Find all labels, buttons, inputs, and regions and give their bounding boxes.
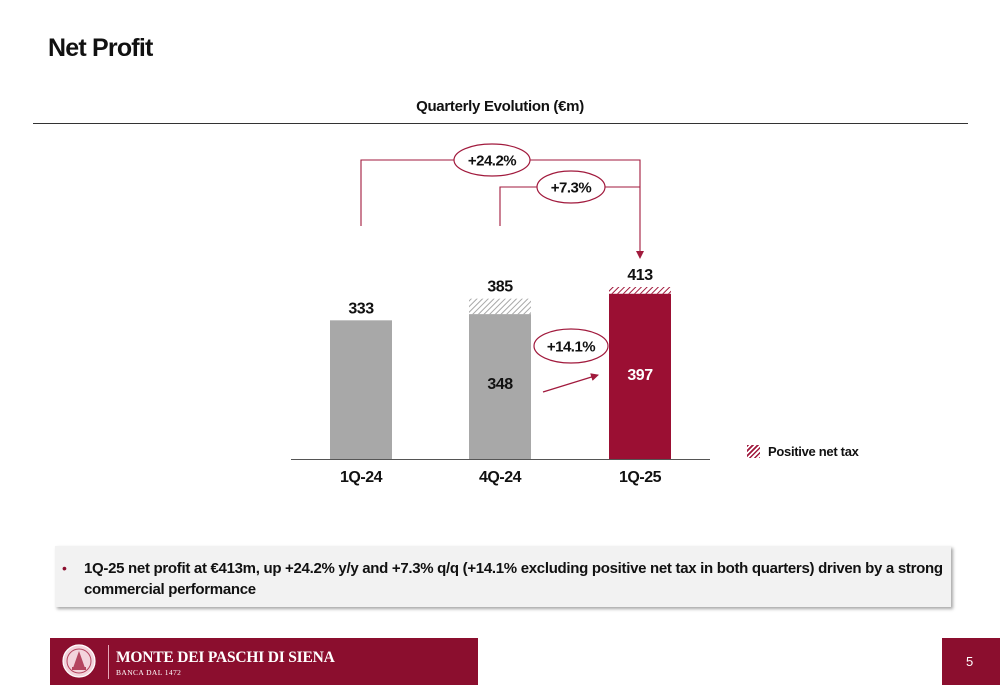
tax-segment-4q-24 <box>469 298 531 315</box>
bank-tagline: BANCA DAL 1472 <box>116 668 182 677</box>
summary-text: 1Q-25 net profit at €413m, up +24.2% y/y… <box>84 560 943 598</box>
yoy-growth-badge-label: +24.2% <box>468 153 516 170</box>
inner-label-1q-25: 397 <box>627 367 653 384</box>
category-label-1q-24: 1Q-24 <box>340 469 383 486</box>
adj-growth-arrow <box>542 373 599 393</box>
footer-white-strip <box>478 638 942 685</box>
footer-logo-panel <box>0 638 50 685</box>
qoq-growth-badge <box>536 170 606 204</box>
yoy-growth-badge <box>453 143 531 177</box>
total-label-1q-24: 333 <box>348 300 374 317</box>
footer-divider <box>108 645 109 679</box>
category-label-4q-24: 4Q-24 <box>479 469 522 486</box>
qoq-growth-badge-label: +7.3% <box>551 180 592 197</box>
summary-box: • 1Q-25 net profit at €413m, up +24.2% y… <box>55 546 951 607</box>
bar-4q-24 <box>469 314 531 459</box>
chart-legend: Positive net tax <box>747 444 859 459</box>
tax-segment-1q-25 <box>609 287 671 294</box>
page-title: Net Profit <box>48 34 153 62</box>
net-profit-chart: 333 1Q-24 385 4Q-24 348 413 1Q-25 397 +24.2% +7.… <box>291 143 710 486</box>
legend-label: Positive net tax <box>768 444 859 459</box>
bar-1q-24 <box>330 320 392 459</box>
bullet-icon: • <box>62 560 67 576</box>
title-divider <box>33 123 968 124</box>
inner-label-4q-24: 348 <box>487 376 513 393</box>
total-label-1q-25: 413 <box>627 267 653 284</box>
chart-title: Quarterly Evolution (€m) <box>416 98 584 115</box>
category-label-1q-25: 1Q-25 <box>619 469 662 486</box>
bar-1q-25 <box>609 293 671 459</box>
bank-name: MONTE DEI PASCHI DI SIENA <box>116 649 335 666</box>
adj-growth-badge <box>533 328 609 364</box>
adj-growth-badge-label: +14.1% <box>547 339 595 356</box>
page-number: 5 <box>966 654 974 669</box>
footer-seal <box>51 638 108 685</box>
total-label-4q-24: 385 <box>487 279 513 296</box>
hatch-legend-swatch <box>747 445 760 458</box>
